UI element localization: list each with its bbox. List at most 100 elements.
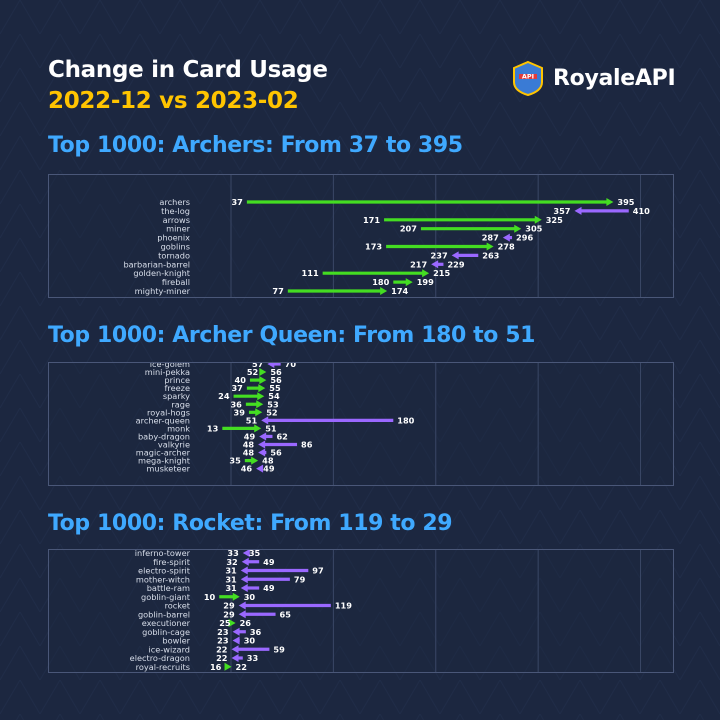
value-from: 111 bbox=[302, 268, 319, 278]
row-fireball: fireball 180 199 bbox=[162, 277, 434, 287]
value-to: 55 bbox=[269, 383, 281, 393]
row-mini-pekka: mini-pekka 52 56 bbox=[145, 367, 282, 377]
arrow-head bbox=[422, 269, 430, 278]
arrow-head bbox=[534, 215, 542, 224]
value-to: 56 bbox=[270, 367, 282, 377]
arrow-head bbox=[232, 592, 240, 601]
arrow-head bbox=[259, 376, 267, 385]
row-fire-spirit: fire-spirit 49 32 bbox=[153, 557, 275, 567]
value-to: 29 bbox=[223, 601, 235, 611]
row-label: rage bbox=[171, 399, 190, 409]
row-label: bowler bbox=[162, 636, 190, 646]
row-label: musketeer bbox=[146, 464, 190, 474]
arrow-head bbox=[240, 575, 248, 584]
value-to: 32 bbox=[226, 557, 237, 567]
row-goblins: goblins 173 278 bbox=[161, 242, 515, 252]
value-from: 10 bbox=[204, 592, 216, 602]
row-miner: miner 207 305 bbox=[166, 224, 542, 234]
row-archer-queen: archer-queen 180 51 bbox=[136, 415, 415, 425]
brand-name: RoyaleAPI bbox=[553, 65, 676, 91]
value-to: 52 bbox=[266, 407, 277, 417]
arrow-head bbox=[254, 424, 262, 433]
value-from: 97 bbox=[312, 566, 324, 576]
row-label: rocket bbox=[165, 601, 191, 611]
value-from: 37 bbox=[231, 383, 243, 393]
row-goblin-barrel: goblin-barrel 65 29 bbox=[138, 609, 291, 619]
value-from: 36 bbox=[250, 627, 262, 637]
arrow-head bbox=[258, 440, 266, 449]
value-to: 357 bbox=[553, 206, 570, 216]
value-from: 39 bbox=[234, 407, 246, 417]
row-label: golden-knight bbox=[133, 268, 190, 278]
value-from: 62 bbox=[276, 431, 287, 441]
arrow-head bbox=[241, 557, 249, 566]
arrow-head bbox=[258, 448, 266, 457]
row-label: the-log bbox=[161, 206, 190, 216]
row-label: inferno-tower bbox=[135, 550, 191, 558]
row-label: mother-witch bbox=[136, 574, 190, 584]
arrow-head bbox=[486, 242, 494, 251]
row-label: goblin-cage bbox=[142, 627, 190, 637]
arrow-head bbox=[380, 287, 388, 295]
chart-panel-rocket: inferno-tower 35 33 fire-spirit 49 32 electro-… bbox=[48, 549, 674, 673]
row-label: sparky bbox=[163, 391, 190, 401]
value-to: 199 bbox=[417, 277, 434, 287]
value-from: 40 bbox=[235, 375, 247, 385]
value-from: 229 bbox=[447, 259, 464, 269]
arrow-head bbox=[259, 432, 267, 441]
value-from: 16 bbox=[210, 662, 222, 672]
value-to: 57 bbox=[252, 363, 264, 369]
value-to: 23 bbox=[217, 636, 229, 646]
row-label: royal-hogs bbox=[147, 407, 190, 417]
row-executioner: executioner 25 26 bbox=[142, 618, 252, 628]
value-to: 22 bbox=[236, 662, 247, 672]
row-goblin-cage: goblin-cage 36 23 bbox=[142, 627, 261, 637]
arrow-head bbox=[232, 627, 240, 636]
arrow-head bbox=[261, 416, 269, 425]
value-from: 25 bbox=[219, 618, 231, 628]
arrow-head bbox=[231, 654, 239, 662]
row-label: battle-ram bbox=[147, 583, 190, 593]
value-from: 171 bbox=[363, 215, 380, 225]
value-from: 35 bbox=[229, 456, 241, 466]
arrow-head bbox=[242, 550, 250, 557]
value-to: 51 bbox=[265, 423, 277, 433]
row-barbarian-barrel: barbarian-barrel 229 217 bbox=[123, 259, 464, 269]
value-to: 49 bbox=[244, 431, 256, 441]
value-from: 49 bbox=[263, 464, 275, 474]
page-title: Change in Card Usage bbox=[48, 57, 328, 83]
brand[interactable]: API RoyaleAPI bbox=[510, 60, 676, 96]
value-to: 26 bbox=[240, 618, 252, 628]
value-from: 49 bbox=[263, 583, 275, 593]
arrow-head bbox=[231, 645, 239, 654]
arrow-head bbox=[431, 260, 439, 269]
chart-panel-archers: archers 37 395 the-log 410 357 arrows 171 325 min… bbox=[48, 174, 674, 298]
value-from: 52 bbox=[247, 367, 258, 377]
arrow-head bbox=[232, 636, 240, 645]
value-from: 13 bbox=[207, 423, 219, 433]
row-ice-golem: ice-golem 70 57 bbox=[150, 363, 296, 369]
arrow-head bbox=[606, 198, 614, 206]
row-label: fireball bbox=[162, 277, 190, 287]
value-from: 37 bbox=[231, 197, 243, 207]
row-electro-dragon: electro-dragon 33 22 bbox=[130, 653, 259, 663]
arrow-head bbox=[251, 456, 259, 465]
row-goblin-giant: goblin-giant 10 30 bbox=[141, 592, 255, 602]
value-from: 79 bbox=[294, 574, 306, 584]
row-label: electro-spirit bbox=[138, 566, 191, 576]
value-from: 49 bbox=[263, 557, 275, 567]
arrow-head bbox=[258, 384, 266, 393]
value-to: 23 bbox=[217, 627, 229, 637]
row-rocket: rocket 119 29 bbox=[165, 601, 353, 611]
value-from: 173 bbox=[365, 242, 382, 252]
value-to: 31 bbox=[225, 583, 237, 593]
value-from: 119 bbox=[335, 601, 352, 611]
row-label: magic-archer bbox=[136, 448, 191, 458]
arrow-head bbox=[257, 392, 265, 401]
value-to: 46 bbox=[241, 464, 253, 474]
row-label: goblins bbox=[161, 242, 190, 252]
row-label: mighty-miner bbox=[135, 286, 191, 296]
row-ice-wizard: ice-wizard 59 22 bbox=[149, 644, 286, 654]
row-battle-ram: battle-ram 49 31 bbox=[147, 583, 275, 593]
